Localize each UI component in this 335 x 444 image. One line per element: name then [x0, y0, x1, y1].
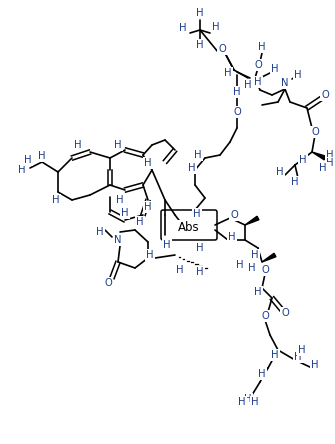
Text: H: H	[311, 360, 319, 370]
Text: H: H	[244, 80, 252, 90]
Text: H: H	[233, 87, 241, 97]
Text: H: H	[258, 42, 266, 52]
Text: H: H	[114, 140, 122, 150]
Text: H: H	[196, 8, 204, 18]
Text: H: H	[188, 163, 196, 173]
Text: H: H	[136, 217, 144, 227]
Text: H: H	[251, 250, 259, 260]
Text: H: H	[179, 23, 187, 33]
FancyBboxPatch shape	[161, 210, 217, 240]
Text: H: H	[244, 394, 252, 404]
Text: H: H	[251, 397, 259, 407]
Text: H: H	[326, 150, 334, 160]
Text: H: H	[228, 232, 236, 242]
Text: H: H	[299, 155, 307, 165]
Text: H: H	[176, 265, 184, 275]
Polygon shape	[262, 253, 276, 262]
Text: H: H	[254, 77, 262, 87]
Text: H: H	[326, 158, 334, 168]
Text: O: O	[233, 107, 241, 117]
Text: H: H	[24, 155, 32, 165]
Text: H: H	[146, 250, 154, 260]
Text: H: H	[294, 352, 302, 362]
Text: H: H	[298, 345, 306, 355]
Text: H: H	[74, 140, 82, 150]
Text: H: H	[254, 287, 262, 297]
Text: H: H	[236, 260, 244, 270]
Text: H: H	[38, 151, 46, 161]
Text: O: O	[230, 210, 238, 220]
Text: H: H	[193, 209, 201, 219]
Polygon shape	[312, 152, 326, 160]
Text: H: H	[52, 195, 60, 205]
Text: H: H	[319, 163, 327, 173]
Text: O: O	[218, 44, 226, 54]
Text: O: O	[261, 265, 269, 275]
Text: H: H	[144, 158, 152, 168]
Text: H: H	[196, 40, 204, 50]
Text: O: O	[321, 90, 329, 100]
Text: H: H	[18, 165, 26, 175]
Text: H: H	[144, 202, 152, 212]
Text: H: H	[196, 267, 204, 277]
Text: O: O	[254, 60, 262, 70]
Text: H: H	[194, 150, 202, 160]
Text: O: O	[281, 308, 289, 318]
Text: O: O	[311, 127, 319, 137]
Text: H: H	[276, 167, 284, 177]
Text: O: O	[261, 311, 269, 321]
Text: N: N	[281, 78, 289, 88]
Text: H: H	[248, 263, 256, 273]
Text: N: N	[114, 235, 122, 245]
Text: O: O	[104, 278, 112, 288]
Text: H: H	[121, 208, 129, 218]
Text: H: H	[258, 369, 266, 379]
Text: H: H	[116, 195, 124, 205]
Text: H: H	[271, 350, 279, 360]
Text: H: H	[196, 243, 204, 253]
Text: Abs: Abs	[178, 221, 200, 234]
Text: H: H	[212, 22, 220, 32]
Polygon shape	[245, 216, 259, 225]
Text: H: H	[96, 227, 104, 237]
Text: H: H	[271, 64, 279, 74]
Text: H: H	[163, 240, 171, 250]
Text: H: H	[238, 397, 246, 407]
Text: H: H	[224, 68, 232, 78]
Text: H: H	[291, 177, 299, 187]
Text: H: H	[294, 70, 302, 80]
